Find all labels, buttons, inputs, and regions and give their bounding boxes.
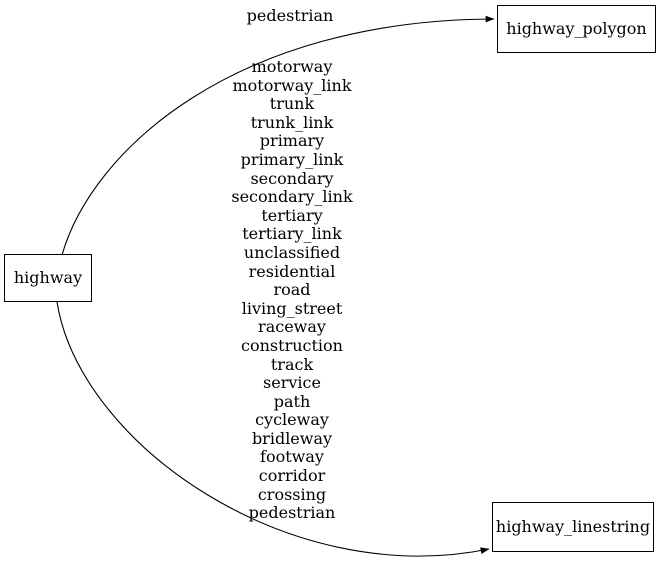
node-highway-polygon: highway_polygon (497, 5, 656, 53)
node-highway-label: highway (13, 268, 83, 287)
edge-label-highway-types: motorway motorway_link trunk trunk_link prim… (231, 57, 353, 523)
node-highway-linestring-label: highway_linestring (495, 517, 651, 536)
node-highway-polygon-label: highway_polygon (506, 19, 647, 38)
node-highway-linestring: highway_linestring (492, 502, 654, 552)
edge-label-pedestrian: pedestrian (246, 6, 334, 25)
node-highway: highway (4, 254, 92, 302)
edge-highway-to-linestring (56, 301, 490, 557)
edge-highway-to-polygon (61, 15, 495, 256)
